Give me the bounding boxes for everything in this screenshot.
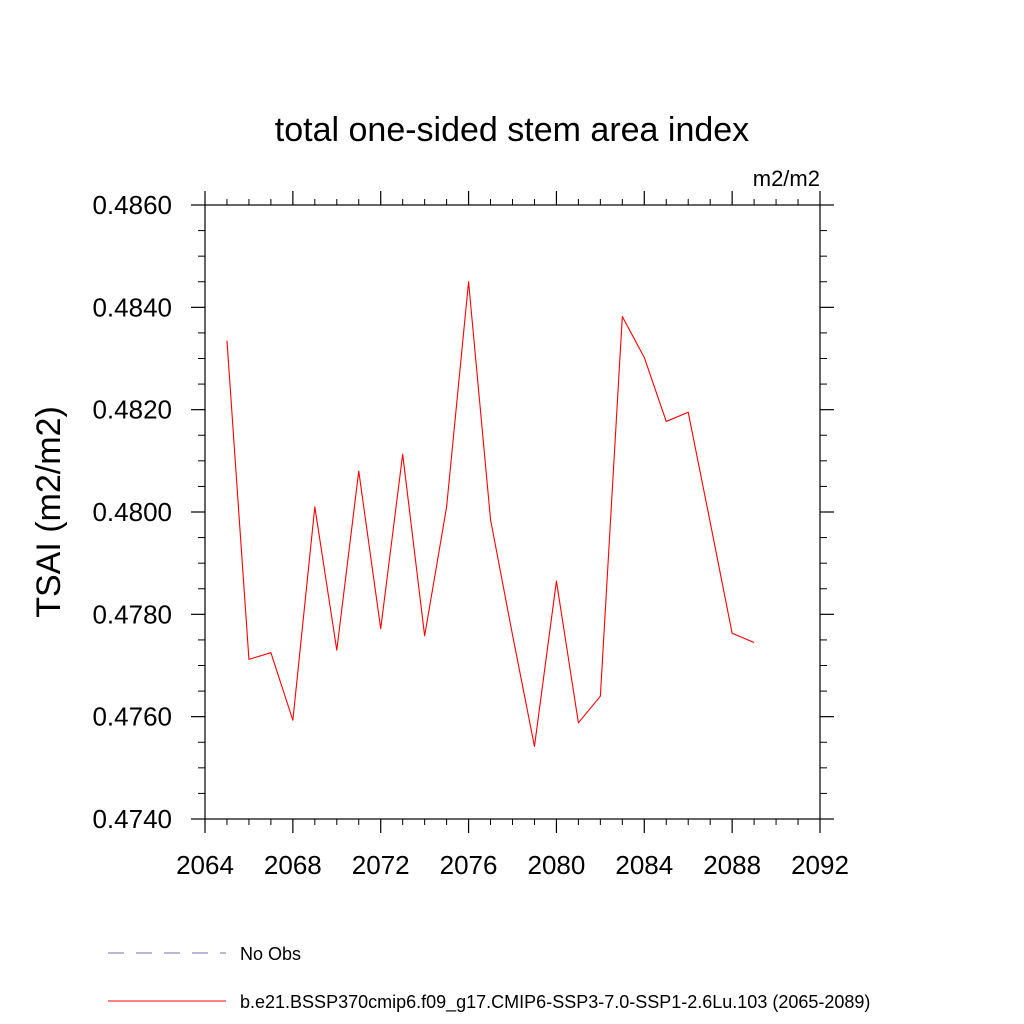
y-axis-label: TSAI (m2/m2) <box>30 406 68 618</box>
y-tick-label: 0.4820 <box>92 395 172 425</box>
units-label: m2/m2 <box>753 166 820 191</box>
y-tick-label: 0.4740 <box>92 804 172 834</box>
y-tick-labels: 0.4740 0.4760 0.4780 0.4800 0.4820 0.4840 0.48… <box>92 190 172 834</box>
y-tick-label: 0.4760 <box>92 702 172 732</box>
data-series <box>226 281 755 747</box>
legend-label: No Obs <box>240 944 301 964</box>
axis-ticks <box>191 191 834 833</box>
legend-label: b.e21.BSSP370cmip6.f09_g17.CMIP6-SSP3-7.… <box>240 992 870 1013</box>
x-tick-label: 2072 <box>352 850 410 880</box>
y-tick-label: 0.4780 <box>92 599 172 629</box>
x-tick-label: 2084 <box>615 850 673 880</box>
series-line <box>226 281 755 747</box>
x-tick-label: 2092 <box>791 850 849 880</box>
legend: No Obs b.e21.BSSP370cmip6.f09_g17.CMIP6-S… <box>108 944 870 1013</box>
plot-frame <box>204 204 821 820</box>
x-tick-label: 2068 <box>264 850 322 880</box>
x-tick-label: 2076 <box>440 850 498 880</box>
x-tick-labels: 2064 2068 2072 2076 2080 2084 2088 2092 <box>176 850 849 880</box>
chart-title: total one-sided stem area index <box>275 111 749 149</box>
x-tick-label: 2064 <box>176 850 234 880</box>
x-tick-label: 2080 <box>528 850 586 880</box>
y-tick-label: 0.4840 <box>92 292 172 322</box>
x-tick-label: 2088 <box>703 850 761 880</box>
y-tick-label: 0.4800 <box>92 497 172 527</box>
y-tick-label: 0.4860 <box>92 190 172 220</box>
